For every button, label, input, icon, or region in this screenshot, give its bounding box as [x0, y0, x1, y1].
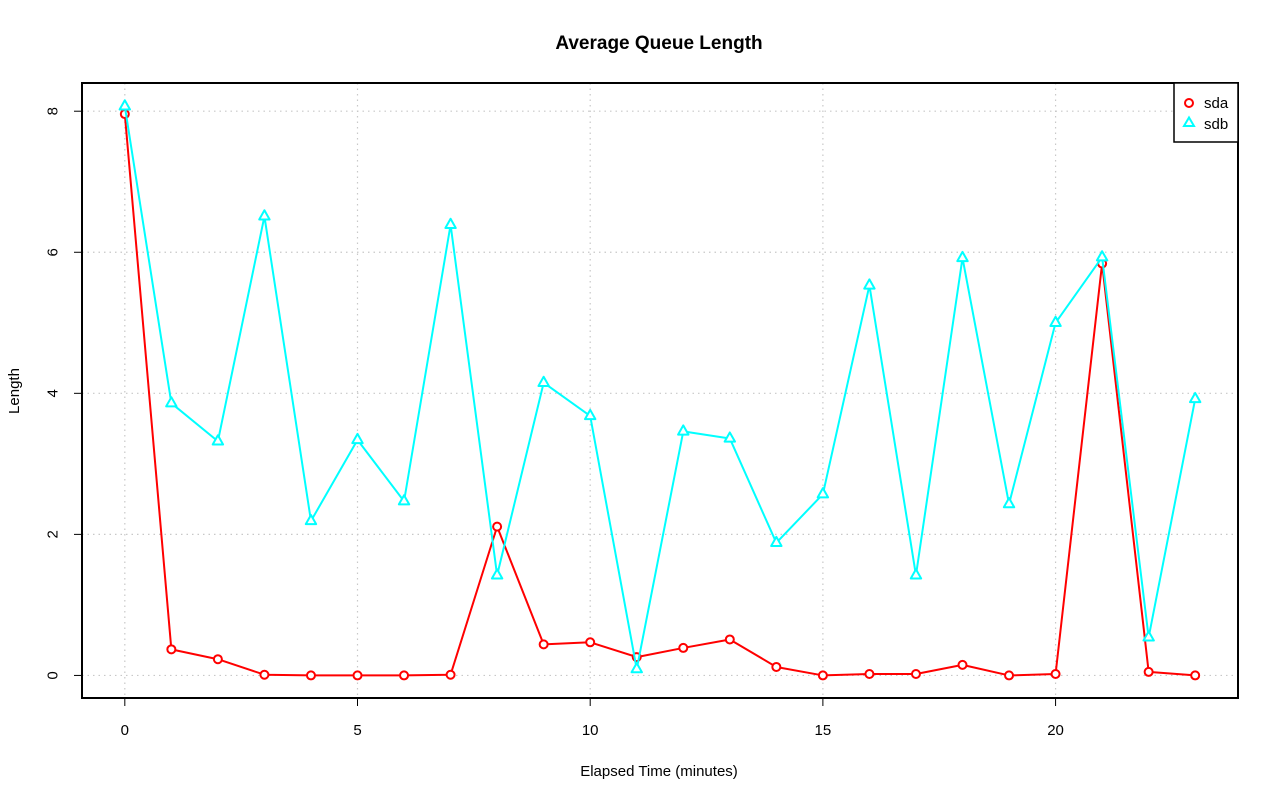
series-layer [118, 99, 1202, 681]
data-point-sdb [1002, 497, 1016, 509]
series-line-sdb [123, 106, 1197, 671]
x-tick-label: 5 [353, 722, 361, 739]
data-point-sdb [397, 494, 411, 506]
data-point-sdb [816, 487, 830, 499]
data-point-sdb [165, 396, 178, 408]
data-point-sdb [118, 99, 132, 111]
data-point-sdb [490, 568, 504, 580]
x-tick-label: 0 [121, 722, 129, 739]
data-point-sda [771, 661, 782, 672]
data-point-sda [910, 669, 921, 680]
data-point-sdb [211, 434, 225, 446]
y-tick-label: 0 [45, 671, 62, 679]
data-point-sda [166, 644, 177, 655]
data-point-sda [1190, 670, 1201, 681]
data-point-sdb [770, 535, 783, 548]
x-axis-label: Elapsed Time (minutes) [580, 763, 738, 780]
data-point-sdb [1049, 315, 1062, 327]
data-point-sdb [909, 568, 923, 580]
x-tick-label: 20 [1047, 722, 1064, 739]
data-point-sda [492, 521, 503, 532]
data-point-sda [259, 669, 270, 680]
data-point-sdb [1188, 391, 1202, 404]
data-point-sdb [1142, 630, 1155, 642]
grid [82, 83, 1238, 698]
legend-label-sda: sda [1204, 95, 1229, 112]
x-tick-label: 10 [582, 722, 599, 739]
series-sdb [118, 99, 1202, 674]
axes: 0 5 10 15 20 0 2 4 6 8 [45, 107, 1064, 739]
data-point-sda [212, 654, 223, 665]
legend-marker-sdb [1182, 115, 1196, 127]
data-point-sda [1143, 666, 1154, 677]
legend-marker-sda [1184, 98, 1194, 108]
data-point-sda [399, 670, 410, 681]
data-point-sdb [956, 250, 969, 263]
x-tick-label: 15 [815, 722, 832, 739]
legend-box [1173, 82, 1239, 143]
legend-label-sdb: sdb [1204, 116, 1228, 133]
data-point-sda [678, 642, 689, 653]
data-point-sda [538, 639, 549, 650]
y-tick-label: 6 [45, 248, 62, 256]
data-point-sdb [583, 408, 597, 421]
y-tick-label: 2 [45, 530, 62, 538]
data-point-sdb [863, 278, 876, 290]
data-point-sda [1050, 669, 1061, 680]
data-point-sda [1004, 670, 1015, 681]
chart-title: Average Queue Length [555, 33, 762, 54]
y-tick-label: 4 [45, 389, 62, 397]
data-point-sdb [723, 431, 737, 443]
data-point-sdb [677, 424, 690, 436]
data-point-sdb [444, 217, 457, 229]
data-point-sda [817, 670, 828, 681]
data-point-sdb [351, 432, 364, 445]
data-point-sda [352, 670, 363, 681]
data-point-sda [585, 637, 596, 648]
y-tick-label: 8 [45, 107, 62, 115]
data-point-sdb [630, 662, 643, 674]
series-sda [119, 109, 1201, 681]
legend: sda sdb [1173, 82, 1239, 143]
data-point-sda [864, 669, 875, 680]
data-point-sdb [1095, 250, 1109, 262]
data-point-sda [305, 670, 316, 681]
data-point-sdb [537, 375, 550, 387]
data-point-sda [957, 659, 968, 670]
y-axis-label: Length [6, 368, 23, 414]
data-point-sdb [258, 209, 271, 221]
data-point-sdb [304, 513, 318, 526]
data-point-sda [445, 669, 456, 680]
series-line-sda [123, 113, 1196, 677]
data-point-sda [724, 634, 735, 645]
